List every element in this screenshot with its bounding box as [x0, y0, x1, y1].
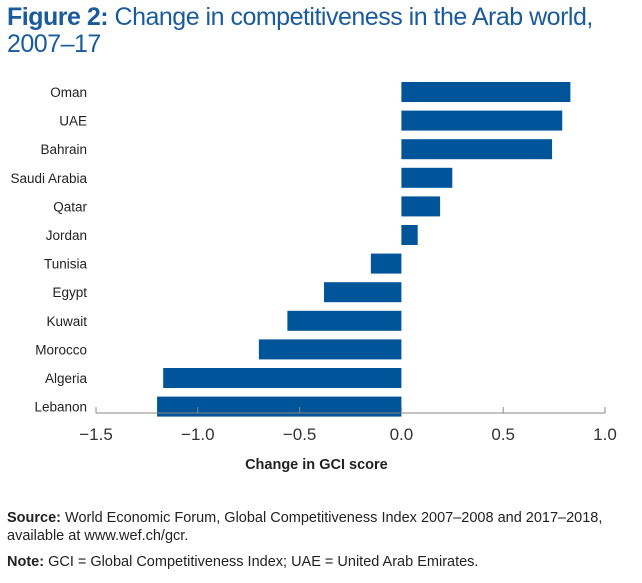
bar-qatar [401, 196, 441, 217]
bar-saudi-arabia [401, 167, 453, 188]
category-label: Lebanon [34, 400, 87, 415]
x-tick-label: −1.0 [181, 425, 215, 444]
category-label: Egypt [52, 285, 87, 300]
source-label: Source: [7, 510, 61, 526]
title-text: Change in competitiveness in the Arab wo… [7, 3, 593, 58]
category-label: Tunisia [44, 257, 88, 272]
source-note: Source: World Economic Forum, Global Com… [7, 509, 637, 545]
category-label: UAE [59, 114, 87, 129]
bar-lebanon [157, 396, 402, 417]
footnote: Note: GCI = Global Competitiveness Index… [7, 553, 637, 571]
x-tick-label: 0.0 [390, 425, 414, 444]
note-label: Note: [7, 554, 45, 570]
category-label: Morocco [35, 342, 87, 357]
bar-uae [401, 110, 563, 131]
category-label: Qatar [53, 199, 87, 214]
bar-egypt [324, 282, 402, 303]
bar-kuwait [287, 310, 402, 331]
x-axis-title: Change in GCI score [245, 457, 388, 473]
category-label: Jordan [46, 228, 87, 243]
category-label: Bahrain [40, 142, 87, 157]
bar-algeria [163, 368, 402, 388]
chart-title: Figure 2: Change in competitiveness in t… [7, 4, 637, 58]
x-tick-label: 0.5 [491, 425, 515, 444]
x-tick-label: −0.5 [283, 425, 317, 444]
bar-oman [401, 82, 571, 102]
bar-tunisia [370, 253, 402, 274]
category-label: Oman [50, 85, 87, 100]
category-label: Kuwait [46, 314, 87, 329]
note-text: GCI = Global Competitiveness Index; UAE … [44, 554, 479, 570]
source-text: World Economic Forum, Global Competitive… [7, 510, 603, 544]
figure-label: Figure 2: [7, 3, 109, 31]
category-label: Saudi Arabia [10, 171, 87, 186]
bar-morocco [258, 339, 402, 360]
x-tick-label: 1.0 [593, 425, 617, 444]
category-label: Algeria [45, 371, 88, 386]
bar-bahrain [401, 139, 553, 160]
bar-jordan [401, 225, 418, 245]
x-tick-label: −1.5 [79, 425, 113, 444]
